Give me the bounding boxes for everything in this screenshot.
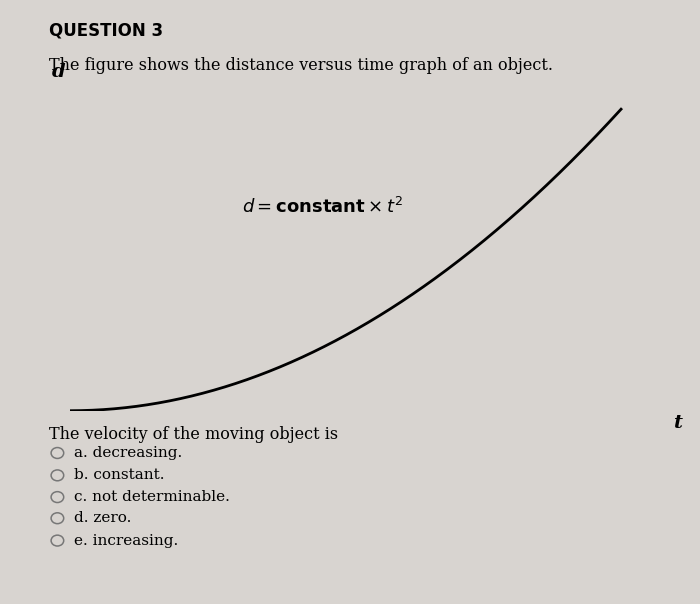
Text: The figure shows the distance versus time graph of an object.: The figure shows the distance versus tim… — [49, 57, 553, 74]
Text: a. decreasing.: a. decreasing. — [74, 446, 183, 460]
Text: The velocity of the moving object is: The velocity of the moving object is — [49, 426, 338, 443]
Text: QUESTION 3: QUESTION 3 — [49, 21, 163, 39]
Text: d: d — [52, 63, 65, 81]
Text: d. zero.: d. zero. — [74, 511, 132, 525]
Text: b. constant.: b. constant. — [74, 468, 164, 483]
Text: c. not determinable.: c. not determinable. — [74, 490, 230, 504]
Text: t: t — [673, 414, 682, 432]
Text: e. increasing.: e. increasing. — [74, 533, 178, 548]
Text: $d = \mathbf{constant} \times t^2$: $d = \mathbf{constant} \times t^2$ — [242, 196, 404, 217]
